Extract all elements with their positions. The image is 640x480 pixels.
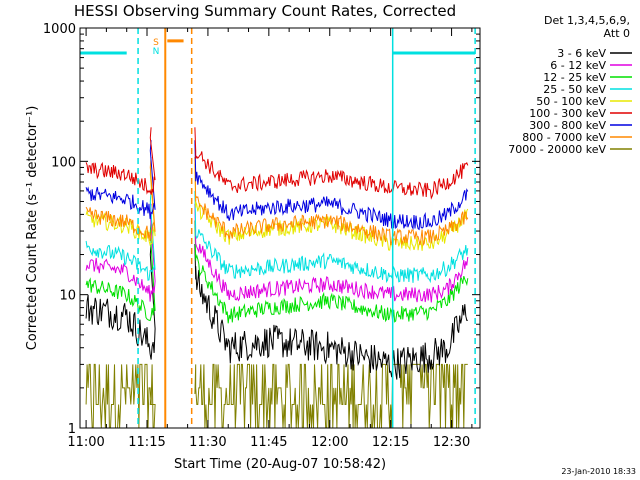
legend-entry-label: 800 - 7000 keV <box>522 131 606 144</box>
y-tick-label: 1 <box>68 422 76 437</box>
x-tick-label: 11:30 <box>189 435 226 450</box>
legend-entry-label: 50 - 100 keV <box>536 95 606 108</box>
series-line-50-100keV <box>194 163 469 252</box>
legend-header-line: Att 0 <box>604 27 630 40</box>
series-line-100-300keV <box>85 127 156 195</box>
x-tick-label: 12:30 <box>433 435 470 450</box>
legend-entry-label: 12 - 25 keV <box>543 71 606 84</box>
x-tick-label: 11:15 <box>128 435 165 450</box>
series-line-3-6keV <box>85 243 156 360</box>
legend-entry-label: 7000 - 20000 keV <box>508 143 606 156</box>
series-layer <box>85 127 469 429</box>
legend-entry-label: 300 - 800 keV <box>529 119 606 132</box>
legend-header-line: Det 1,3,4,5,6,9, <box>544 14 630 27</box>
series-line-800-7000keV <box>194 156 469 247</box>
footer-timestamp: 23-Jan-2010 18:33 <box>561 467 636 476</box>
series-line-25-50keV <box>85 190 156 281</box>
series-line-300-800keV <box>194 140 469 231</box>
x-tick-label: 11:00 <box>67 435 104 450</box>
legend-entry-label: 6 - 12 keV <box>550 59 606 72</box>
chart-title: HESSI Observing Summary Count Rates, Cor… <box>74 2 456 20</box>
x-tick-label: 12:00 <box>311 435 348 450</box>
y-tick-label: 100 <box>51 155 76 170</box>
series-line-6-12keV <box>194 203 469 303</box>
y-tick-label: 1000 <box>43 22 76 37</box>
x-axis-label: Start Time (20-Aug-07 10:58:42) <box>174 457 386 472</box>
flag-label: N <box>153 47 160 57</box>
x-axis-ticks: 11:00 11:15 11:30 11:45 12:00 12:15 12:30 <box>67 28 473 450</box>
legend-entry-label: 25 - 50 keV <box>543 83 606 96</box>
plot-frame <box>79 27 481 429</box>
x-tick-label: 12:15 <box>372 435 409 450</box>
series-line-50-100keV <box>85 163 156 247</box>
y-axis-label: Corrected Count Rate (s⁻¹ detector⁻¹) <box>25 106 40 351</box>
x-tick-label: 11:45 <box>250 435 287 450</box>
marker-layer: SN <box>80 28 476 428</box>
series-line-300-800keV <box>85 140 156 219</box>
series-line-3-6keV <box>194 243 468 380</box>
y-axis-ticks: 1 10 100 1000 <box>43 22 480 437</box>
y-tick-label: 10 <box>59 289 76 304</box>
series-line-12-25keV <box>85 220 156 322</box>
series-line-100-300keV <box>194 127 469 200</box>
legend-entry-label: 100 - 300 keV <box>529 107 606 120</box>
legend-entry-label: 3 - 6 keV <box>557 47 606 60</box>
series-line-6-12keV <box>85 203 156 302</box>
series-line-7000-20000keV <box>194 363 468 429</box>
series-line-7000-20000keV <box>85 363 156 429</box>
series-line-25-50keV <box>194 190 469 284</box>
series-line-800-7000keV <box>85 156 156 242</box>
flag-label: S <box>153 38 159 48</box>
series-line-12-25keV <box>194 220 469 324</box>
